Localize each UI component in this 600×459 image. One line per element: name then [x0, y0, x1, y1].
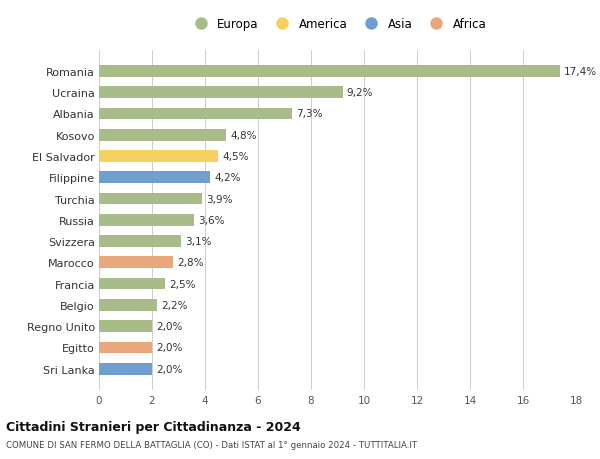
- Text: 4,2%: 4,2%: [214, 173, 241, 183]
- Text: 7,3%: 7,3%: [296, 109, 323, 119]
- Text: 4,8%: 4,8%: [230, 130, 257, 140]
- Bar: [99, 108, 292, 120]
- Text: 2,5%: 2,5%: [169, 279, 196, 289]
- Text: Cittadini Stranieri per Cittadinanza - 2024: Cittadini Stranieri per Cittadinanza - 2…: [6, 420, 301, 433]
- Text: 2,8%: 2,8%: [177, 258, 203, 268]
- Bar: [99, 320, 152, 332]
- Bar: [99, 236, 181, 247]
- Text: 2,0%: 2,0%: [156, 364, 182, 374]
- Legend: Europa, America, Asia, Africa: Europa, America, Asia, Africa: [187, 16, 488, 34]
- Bar: [99, 66, 560, 78]
- Bar: [99, 214, 194, 226]
- Bar: [99, 129, 226, 141]
- Bar: [99, 278, 165, 290]
- Text: COMUNE DI SAN FERMO DELLA BATTAGLIA (CO) - Dati ISTAT al 1° gennaio 2024 - TUTTI: COMUNE DI SAN FERMO DELLA BATTAGLIA (CO)…: [6, 440, 417, 449]
- Text: 4,5%: 4,5%: [222, 151, 249, 162]
- Text: 9,2%: 9,2%: [347, 88, 373, 98]
- Bar: [99, 342, 152, 353]
- Bar: [99, 363, 152, 375]
- Bar: [99, 193, 202, 205]
- Text: 17,4%: 17,4%: [564, 67, 597, 77]
- Bar: [99, 172, 211, 184]
- Bar: [99, 257, 173, 269]
- Text: 2,0%: 2,0%: [156, 343, 182, 353]
- Bar: [99, 151, 218, 162]
- Text: 2,0%: 2,0%: [156, 321, 182, 331]
- Text: 3,6%: 3,6%: [199, 215, 225, 225]
- Bar: [99, 87, 343, 99]
- Text: 2,2%: 2,2%: [161, 300, 188, 310]
- Bar: [99, 299, 157, 311]
- Text: 3,9%: 3,9%: [206, 194, 233, 204]
- Text: 3,1%: 3,1%: [185, 236, 212, 246]
